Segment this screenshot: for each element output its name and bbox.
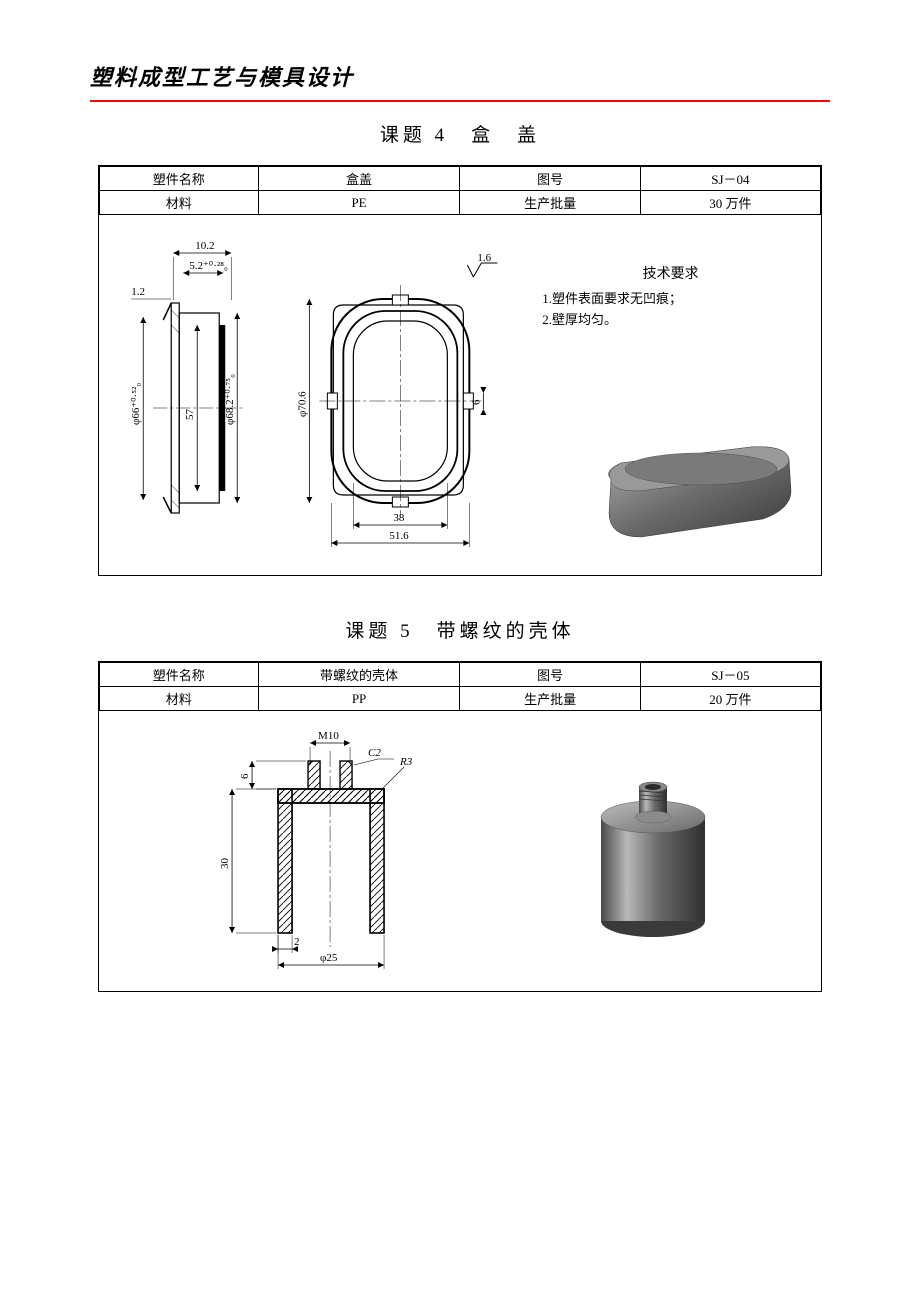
dim-57: 57	[184, 409, 196, 421]
topic5-drawing-area: M10 C2 R3	[99, 711, 821, 991]
cell-material: PP	[258, 687, 460, 711]
dim-2: 2	[294, 936, 300, 948]
cell-batch: 30 万件	[640, 191, 820, 215]
table-row: 塑件名称 带螺纹的壳体 图号 SJ－05	[100, 663, 821, 687]
cell-part-name-label: 塑件名称	[100, 663, 259, 687]
topic4-side-view: 10.2 5.2⁺⁰·²⁸₀ 1.2	[109, 225, 277, 565]
topic4-title: 课题 4 盒 盖	[90, 120, 830, 147]
topic4-right-panel: 技术要求 1.塑件表面要求无凹痕； 2.壁厚均匀。	[530, 225, 811, 565]
surface-finish: 1.6	[478, 252, 492, 264]
dim-10.2: 10.2	[195, 240, 214, 252]
dim-r3: R3	[399, 756, 413, 768]
dim-6-b: 6	[239, 773, 251, 779]
topic4-top-view: 1.6 φ70.6	[277, 225, 530, 565]
page-header: 塑料成型工艺与模具设计	[90, 60, 830, 100]
dim-m10: M10	[318, 730, 339, 742]
table-row: 塑件名称 盒盖 图号 SJ－04	[100, 167, 821, 191]
header-rule	[90, 100, 830, 102]
dim-6: 6	[471, 399, 483, 405]
dim-30: 30	[219, 858, 231, 870]
cell-batch: 20 万件	[640, 687, 820, 711]
cell-material: PE	[258, 191, 460, 215]
tech-req-list: 1.塑件表面要求无凹痕； 2.壁厚均匀。	[542, 289, 799, 331]
table-row: 材料 PE 生产批量 30 万件	[100, 191, 821, 215]
cell-material-label: 材料	[100, 687, 259, 711]
cell-drawing-no: SJ－04	[640, 167, 820, 191]
dim-c2: C2	[368, 747, 381, 759]
cell-drawing-no-label: 图号	[460, 167, 640, 191]
dim-phi25: φ25	[320, 952, 338, 964]
table-row: 材料 PP 生产批量 20 万件	[100, 687, 821, 711]
dim-phi68.2: φ68.2⁺⁰·⁷⁵₀	[224, 374, 236, 425]
dim-5.2: 5.2⁺⁰·²⁸₀	[189, 260, 228, 272]
cell-material-label: 材料	[100, 191, 259, 215]
cell-part-name: 带螺纹的壳体	[258, 663, 460, 687]
topic4-drawing-area: 10.2 5.2⁺⁰·²⁸₀ 1.2	[99, 215, 821, 575]
cell-part-name: 盒盖	[258, 167, 460, 191]
cell-batch-label: 生产批量	[460, 687, 640, 711]
topic5-section-view: M10 C2 R3	[109, 721, 495, 981]
topic4-info-table: 塑件名称 盒盖 图号 SJ－04 材料 PE 生产批量 30 万件	[99, 166, 821, 215]
dim-38: 38	[394, 512, 406, 524]
req-line-1: 1.塑件表面要求无凹痕；	[542, 289, 799, 310]
dim-phi66: φ66⁺⁰·⁵²₀	[130, 383, 142, 425]
topic4-iso-render	[591, 429, 801, 549]
topic5-render-panel	[495, 721, 811, 981]
topic5-iso-render	[573, 751, 733, 951]
dim-51.6: 51.6	[390, 530, 410, 542]
dim-1.2: 1.2	[131, 286, 145, 298]
topic5-title: 课题 5 带螺纹的壳体	[90, 616, 830, 643]
topic4-drawing-block: 塑件名称 盒盖 图号 SJ－04 材料 PE 生产批量 30 万件 10.2	[98, 165, 822, 576]
cell-drawing-no: SJ－05	[640, 663, 820, 687]
tech-req-title: 技术要求	[542, 263, 799, 283]
cell-batch-label: 生产批量	[460, 191, 640, 215]
dim-phi70.6: φ70.6	[297, 391, 309, 417]
topic5-drawing-block: 塑件名称 带螺纹的壳体 图号 SJ－05 材料 PP 生产批量 20 万件	[98, 661, 822, 992]
cell-part-name-label: 塑件名称	[100, 167, 259, 191]
cell-drawing-no-label: 图号	[460, 663, 640, 687]
req-line-2: 2.壁厚均匀。	[542, 310, 799, 331]
topic5-info-table: 塑件名称 带螺纹的壳体 图号 SJ－05 材料 PP 生产批量 20 万件	[99, 662, 821, 711]
